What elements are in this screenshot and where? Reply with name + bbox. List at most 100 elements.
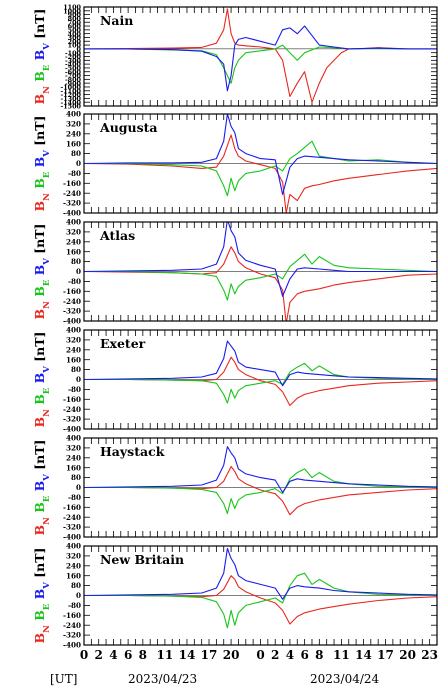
y-tick-label: 500 bbox=[68, 26, 82, 34]
y-tick-label: 0 bbox=[77, 45, 82, 53]
y-tick-label: 320 bbox=[66, 552, 81, 561]
y-tick-label: -1200 bbox=[61, 91, 82, 99]
y-tick-label: -900 bbox=[65, 80, 82, 88]
y-tick-label: -400 bbox=[63, 641, 81, 650]
y-tick-label: 160 bbox=[66, 463, 81, 472]
x-tick-label: 20 bbox=[223, 648, 240, 662]
y-tick-label: 320 bbox=[66, 336, 81, 345]
y-tick-label: 80 bbox=[71, 581, 81, 590]
series-bn bbox=[84, 356, 437, 407]
y-tick-label: 240 bbox=[66, 129, 81, 138]
y-tick-label: -320 bbox=[63, 523, 81, 532]
x-tick-label: 11 bbox=[333, 648, 350, 662]
y-tick-label: -500 bbox=[65, 65, 82, 73]
x-tick-label: 2 bbox=[95, 648, 103, 662]
x-tick-label: 4 bbox=[286, 648, 294, 662]
y-tick-label: 400 bbox=[66, 110, 81, 119]
y-tick-label: -100 bbox=[65, 49, 82, 57]
y-tick-label: -1300 bbox=[61, 95, 82, 103]
y-tick-label: 300 bbox=[68, 34, 82, 42]
y-tick-label: -80 bbox=[68, 169, 81, 178]
station-label: Atlas bbox=[99, 228, 135, 243]
y-tick-label: 900 bbox=[68, 11, 82, 19]
y-tick-label: 400 bbox=[66, 218, 81, 227]
x-tick-label: 4 bbox=[109, 648, 117, 662]
series-bv bbox=[84, 25, 437, 92]
station-label: New Britain bbox=[100, 552, 184, 567]
y-tick-label: 240 bbox=[66, 561, 81, 570]
y-tick-label: 0 bbox=[76, 483, 81, 492]
y-tick-label: 320 bbox=[66, 444, 81, 453]
y-tick-label: -80 bbox=[68, 493, 81, 502]
x-tick-label: 8 bbox=[139, 648, 147, 662]
y-tick-label: -700 bbox=[65, 72, 82, 80]
x-tick-label: 11 bbox=[157, 648, 174, 662]
series-bv bbox=[84, 446, 437, 493]
series-bn bbox=[84, 246, 437, 321]
y-tick-label: 160 bbox=[66, 571, 81, 580]
y-axis-label: BN BE BV [nT] bbox=[32, 116, 52, 212]
y-tick-label: 80 bbox=[71, 473, 81, 482]
y-tick-label: 100 bbox=[68, 42, 82, 50]
y-tick-label: -200 bbox=[65, 53, 82, 61]
station-label: Exeter bbox=[100, 336, 146, 351]
y-tick-label: -300 bbox=[65, 57, 82, 65]
y-tick-label: 80 bbox=[71, 365, 81, 374]
plot-frame bbox=[83, 221, 438, 322]
y-axis-label: BN BE BV [nT] bbox=[32, 332, 52, 428]
y-tick-label: -240 bbox=[63, 297, 81, 306]
series-bn bbox=[84, 465, 437, 516]
x-tick-label: 17 bbox=[201, 648, 218, 662]
plot-frame bbox=[83, 329, 438, 430]
series-bv bbox=[84, 114, 437, 195]
y-tick-label: 0 bbox=[76, 591, 81, 600]
date-label-day2: 2023/04/24 bbox=[310, 672, 380, 686]
y-tick-label: 600 bbox=[68, 23, 82, 31]
y-tick-label: -400 bbox=[63, 533, 81, 542]
series-be bbox=[84, 468, 437, 515]
y-tick-label: 400 bbox=[68, 30, 82, 38]
y-tick-label: 160 bbox=[66, 247, 81, 256]
station-label: Haystack bbox=[100, 444, 165, 459]
y-tick-label: 240 bbox=[66, 345, 81, 354]
y-tick-label: -1000 bbox=[61, 84, 82, 92]
y-tick-label: -1500 bbox=[61, 103, 82, 111]
y-tick-label: 400 bbox=[66, 434, 81, 443]
y-axis-label: BN BE BV [nT] bbox=[32, 224, 52, 320]
y-tick-label: -600 bbox=[65, 68, 82, 76]
series-bn bbox=[84, 8, 437, 103]
series-be bbox=[84, 253, 437, 301]
y-axis-label: BN BE BV [nT] bbox=[32, 440, 52, 536]
y-tick-label: -400 bbox=[63, 317, 81, 326]
ut-label: [UT] bbox=[50, 672, 77, 686]
y-tick-label: 240 bbox=[66, 237, 81, 246]
y-tick-label: 320 bbox=[66, 120, 81, 129]
y-tick-label: -160 bbox=[63, 395, 81, 404]
y-tick-label: 1100 bbox=[63, 4, 81, 12]
y-tick-label: -240 bbox=[63, 405, 81, 414]
y-tick-label: 400 bbox=[66, 542, 81, 551]
station-label: Nain bbox=[100, 13, 133, 28]
y-tick-label: -400 bbox=[63, 425, 81, 434]
y-tick-label: -160 bbox=[63, 503, 81, 512]
y-tick-label: 400 bbox=[66, 326, 81, 335]
y-tick-label: 160 bbox=[66, 139, 81, 148]
series-bn bbox=[84, 134, 437, 213]
series-bv bbox=[84, 547, 437, 600]
y-tick-label: -320 bbox=[63, 415, 81, 424]
x-tick-label: 6 bbox=[124, 648, 132, 662]
y-tick-label: -320 bbox=[63, 631, 81, 640]
x-tick-label: 2 bbox=[271, 648, 279, 662]
y-tick-label: -400 bbox=[65, 61, 82, 69]
y-tick-label: 800 bbox=[68, 15, 82, 23]
x-tick-label: 0 bbox=[256, 648, 264, 662]
y-tick-label: -1400 bbox=[61, 99, 82, 107]
y-tick-label: -800 bbox=[65, 76, 82, 84]
x-tick-label: 23 bbox=[421, 648, 438, 662]
y-axis-label: BN BE BV [nT] bbox=[32, 548, 52, 644]
